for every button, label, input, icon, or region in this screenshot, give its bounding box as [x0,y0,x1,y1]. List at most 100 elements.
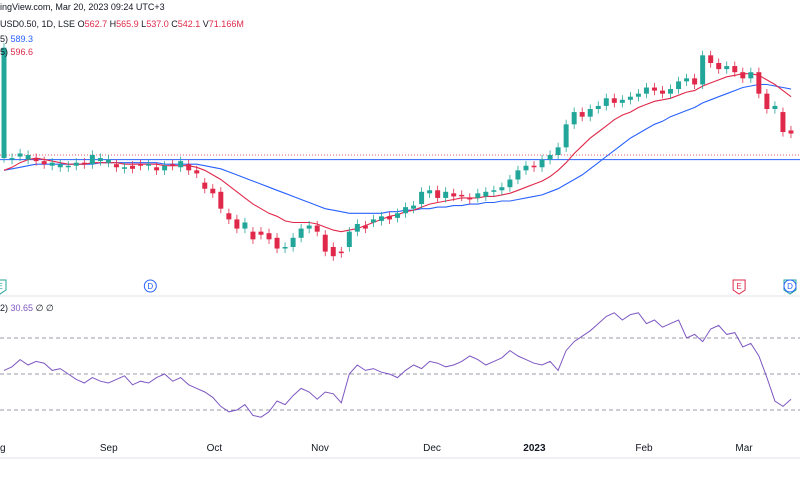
candle-body [668,89,674,94]
candle-body [266,233,272,240]
ma-fast-value: 596.6 [10,47,34,57]
candle-body [274,237,280,249]
candle-body [178,161,184,168]
candle [130,161,135,174]
candle [563,119,569,152]
candle [226,208,232,224]
candle-body [49,162,55,166]
candle [740,67,746,83]
candle-body [764,93,770,109]
candle [346,227,352,252]
candle-body [258,231,264,235]
candle-body [9,158,15,160]
candle-body [290,237,296,247]
candle [555,142,561,160]
candle-body [660,90,665,94]
candle [395,208,400,223]
candle-body [756,72,762,94]
candle [587,104,593,122]
badge-shape [143,279,157,293]
x-tick-label: g [0,443,6,454]
candle-body [467,197,473,200]
candle-body [643,87,649,94]
candle [716,58,722,74]
candle-body [748,72,754,79]
candle-body [242,222,248,229]
candle-body [435,190,441,198]
candle [298,224,304,243]
candle [451,188,457,201]
candle [756,67,762,99]
candle [57,159,63,172]
candle [619,95,625,108]
candle [250,227,256,244]
candle [306,220,312,234]
candle-body [370,219,376,223]
x-tick-label: Oct [207,443,223,454]
candle [113,159,119,172]
candle-body [226,213,232,220]
candle-body [483,191,489,197]
low-value: 537.0 [146,19,169,29]
candle [788,125,794,139]
close-label: C [171,19,178,29]
candle [684,73,690,86]
rsi-pane [0,312,800,418]
candle-body [539,159,545,168]
rsi-prefix: 2) [0,303,9,313]
chart-header-line1: ingView.com, Mar 20, 2023 09:24 UTC+3 [0,2,165,12]
candle-body [451,193,457,197]
candle [475,188,481,203]
candle [33,153,39,166]
low-label: L [141,19,147,29]
candle [459,190,465,201]
candle-body [113,164,119,168]
candle-body [105,159,111,163]
candle [443,187,449,203]
candle-body [130,165,135,169]
candle-body [17,153,23,157]
candle [162,161,168,175]
candle-body [25,155,31,160]
candle [724,61,730,74]
ma-slow-line [3,83,792,214]
x-tick-label: Feb [635,443,653,454]
candle [515,165,521,185]
candle-body [138,164,144,166]
candle [579,107,585,122]
badge-letter: E [736,282,741,291]
rsi-legend: 2) 30.65 ∅ ∅ [0,303,54,314]
candle [676,76,682,94]
volume-value: 71.166M [208,19,244,29]
x-tick-label: 2023 [523,443,546,454]
candle-body [611,98,617,103]
candle-body [515,170,521,180]
candle-body [780,112,786,132]
candle [282,242,288,254]
candle-body [386,216,392,220]
candle [154,162,160,175]
candle [194,165,200,178]
candle-body [33,158,39,162]
candle-body [218,191,224,209]
candle [314,220,320,237]
candle-body [346,231,352,247]
candle [210,184,216,198]
candle-body [475,193,481,198]
rsi-line [3,312,792,418]
candle [266,228,272,244]
candle [643,82,649,99]
candle [595,101,601,114]
candle-body [587,109,593,117]
candle-body [162,165,168,171]
volume-label: V [202,19,209,29]
candle-body [531,165,537,168]
candle-body [41,161,47,165]
candle [121,162,127,174]
candle-body [627,96,633,100]
candle [378,211,384,226]
candle-body [595,105,601,109]
badge-shape [732,279,746,295]
candle [772,101,778,114]
